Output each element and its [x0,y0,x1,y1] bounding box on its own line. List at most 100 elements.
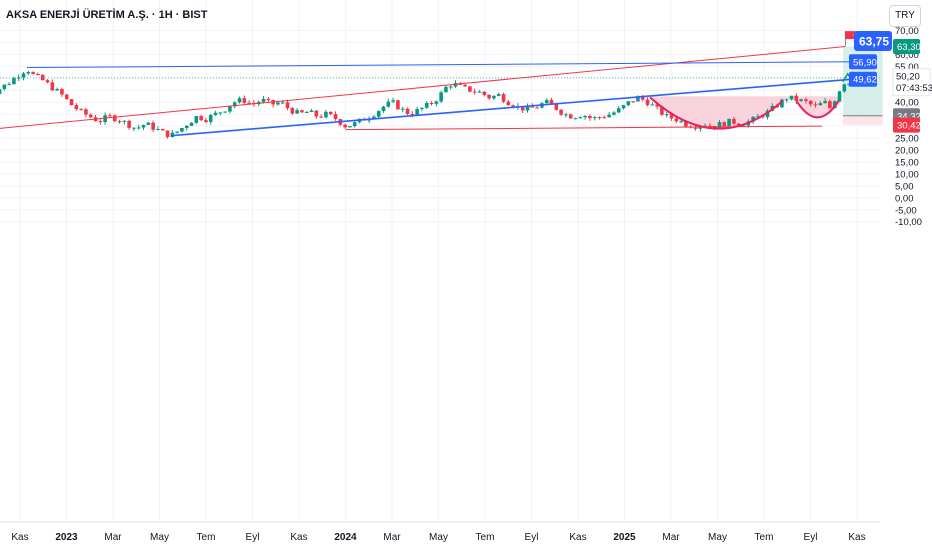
y-tick-label: 25,00 [895,134,919,145]
candle-body [122,120,127,122]
candle-body [727,118,731,127]
candle-body [391,100,395,102]
candle-body [669,114,674,119]
candle-body [751,116,755,122]
candle-body [808,100,813,105]
candle-body [439,92,443,102]
x-tick-label: May [150,532,169,543]
candle-body [396,100,400,110]
candle-body [204,120,208,122]
x-tick-label: 2025 [613,532,636,543]
handle-curve [795,100,840,119]
candle-body [410,113,415,116]
candle-body [103,115,107,123]
y-tick-label: 0,00 [895,193,914,204]
candle-body [823,101,827,104]
candle-body [573,118,578,120]
candle-body [160,129,165,131]
candle-body [818,103,823,106]
candle-body [794,95,799,101]
upper-channel-label: 56,90 [849,54,877,70]
last-price-tag-bg [892,68,931,97]
candle-body [285,102,290,109]
x-tick-label: 2024 [334,532,357,543]
candle-body [664,114,669,116]
candle-body [108,115,112,117]
stop-price-tag-bg [893,117,920,133]
candle-body [127,120,131,128]
candle-body [789,95,794,100]
candle-body [372,116,376,119]
candle-body [780,99,784,108]
candle-body [381,106,386,112]
candle-body [674,118,679,122]
candle-body [616,108,621,113]
candle-body [530,106,535,108]
upper-channel-label-text: 56,90 [853,57,877,68]
candle-body [69,99,74,106]
candle-body [487,94,491,99]
candle-body [223,111,227,113]
candle-body [631,101,635,103]
candle-body [420,107,424,109]
countdown-timer: 07:43:53 [896,83,932,94]
candle-body [232,102,237,107]
cup-zone [647,96,841,128]
candle-body [261,98,266,102]
candle-body [679,121,683,123]
candle-body [525,106,530,111]
candle-body [309,110,314,112]
blue-trend-label: 49,62 [849,71,877,87]
candle-body [799,99,803,101]
x-tick-label: Kas [848,532,865,543]
x-tick-label: May [429,532,448,543]
candle-body [568,114,573,119]
candle-body [607,114,611,118]
candle-body [784,99,789,101]
time-axis[interactable]: Kas 2023 Mar May Tem Eyl Kas 2024 Mar May Tem Eyl Ka… [11,532,865,543]
symbol-title[interactable]: AKSA ENERJİ ÜRETİM A.Ş. · 1H · BIST [6,9,208,21]
candle-body [26,72,31,74]
candle-body [544,100,549,104]
candle-body [199,116,203,121]
candle-body [477,91,482,93]
callout-text: 63,75 [859,35,889,49]
candle-body [496,94,501,96]
candle-body [583,115,587,118]
stop-price-tag-text: 30,42 [897,121,921,132]
candle-body [559,109,563,115]
candle-body [165,130,170,138]
candle-body [228,106,232,112]
currency-button[interactable]: TRY [889,5,921,27]
candle-body [492,95,496,99]
x-tick-label: Mar [662,532,680,543]
y-tick-label: 60,00 [895,50,919,61]
candle-body [520,106,525,111]
candle-body [333,114,338,120]
candle-body [424,102,429,108]
x-tick-label: Mar [383,532,401,543]
candle-body [328,111,333,115]
candle-body [732,118,736,124]
candle-body [588,115,592,119]
candle-body [804,99,808,101]
entry-price-tag-text: 34,32 [897,111,921,122]
candle-body [276,102,280,105]
candle-body [55,89,59,91]
candle-body [592,117,597,119]
red-upper-trendline [0,46,846,129]
candle-body [247,102,251,104]
candle-body [376,111,381,117]
candle-body [482,91,487,95]
candle-body [501,94,506,102]
candle-body [765,110,770,118]
x-tick-label: 2023 [55,532,78,543]
candle-body [74,105,79,110]
candle-body [304,111,309,113]
candle-body [756,116,760,118]
x-tick-label: Kas [290,532,307,543]
candle-body [602,117,607,119]
